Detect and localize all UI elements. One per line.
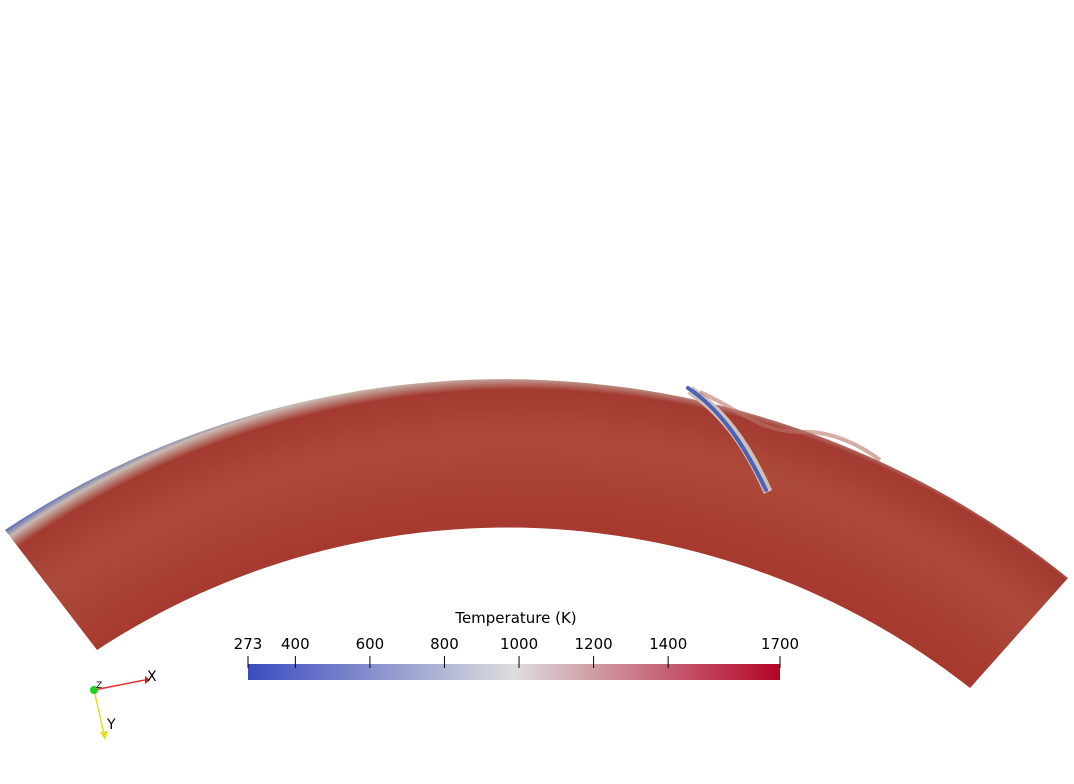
x-label: X xyxy=(147,669,157,685)
slab xyxy=(686,386,768,492)
legend-title: Temperature (K) xyxy=(454,609,576,627)
tick-label: 1000 xyxy=(500,635,538,653)
tick-label: 273 xyxy=(234,635,263,653)
y-arrow xyxy=(100,731,108,740)
tick-label: 400 xyxy=(281,635,310,653)
color-ramp xyxy=(248,664,780,680)
color-legend: Temperature (K) 273 400 600 800 1000 1200 1400… xyxy=(234,609,799,680)
tick-label: 1200 xyxy=(575,635,613,653)
axes-triad: X Y Z xyxy=(90,669,157,740)
thermal-boundary xyxy=(699,390,882,462)
tick-label: 1400 xyxy=(649,635,687,653)
y-axis xyxy=(93,689,105,735)
y-label: Y xyxy=(106,717,116,733)
z-label: Z xyxy=(96,681,102,691)
tick-label: 600 xyxy=(356,635,385,653)
x-axis xyxy=(93,679,146,691)
z-axis xyxy=(90,686,98,694)
x-arrow xyxy=(145,676,150,684)
mantle-slice xyxy=(5,379,1068,688)
tick-label: 800 xyxy=(430,635,459,653)
tick-label: 1700 xyxy=(761,635,799,653)
